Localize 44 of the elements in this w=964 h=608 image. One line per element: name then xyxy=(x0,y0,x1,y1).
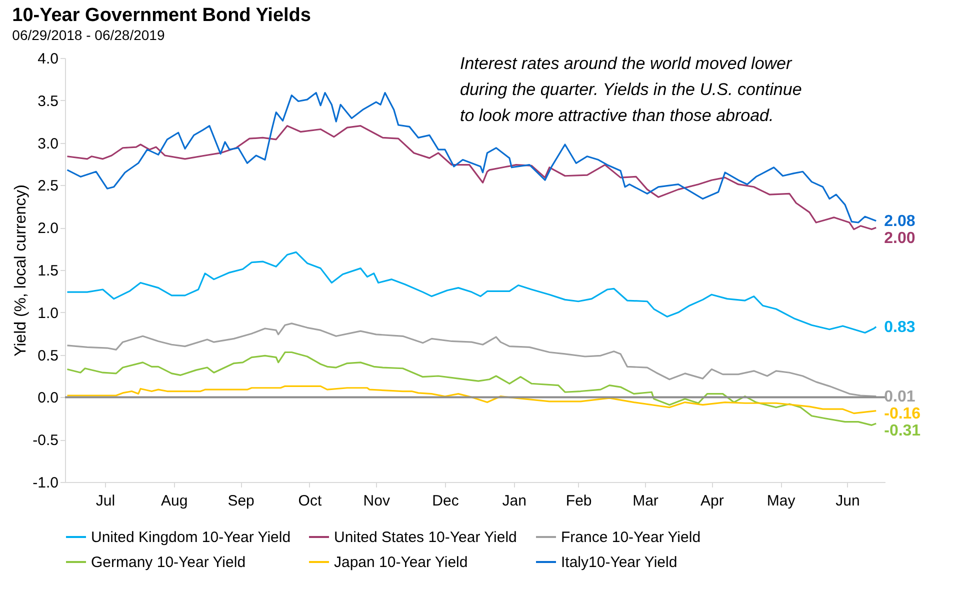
annotation: -0.31 xyxy=(884,422,921,440)
legend-label: Japan 10-Year Yield xyxy=(334,554,468,571)
y-tick-label: 0.0 xyxy=(38,390,58,407)
annotation: 0.01 xyxy=(884,388,916,406)
x-tick-label: Aug xyxy=(161,492,188,510)
x-tick-label: Apr xyxy=(700,492,724,510)
y-tick-label: 2.5 xyxy=(38,178,58,195)
legend-label: Italy10-Year Yield xyxy=(561,554,678,571)
x-tick-label: Jan xyxy=(502,492,526,510)
y-tick-label: -0.5 xyxy=(32,432,58,450)
y-tick-label: 4.0 xyxy=(38,50,58,68)
y-tick-label: 0.5 xyxy=(38,347,58,364)
y-tick-label: 1.0 xyxy=(38,304,58,322)
y-axis-title: Yield (%, local currency) xyxy=(12,184,30,356)
line-series xyxy=(66,251,877,334)
line-series xyxy=(66,351,877,426)
legend-label: United Kingdom 10-Year Yield xyxy=(91,529,291,546)
x-tick-label: Feb xyxy=(566,492,592,510)
y-tick-label: -1.0 xyxy=(32,474,58,492)
y-tick-label: 1.5 xyxy=(38,262,58,280)
annotation: Interest rates around the world moved lower during the quarter. Yields in the U.S. continue to look more attractive than those abroad. xyxy=(460,54,802,125)
chart-title: 10-Year Government Bond Yields xyxy=(12,5,311,26)
x-tick-label: Jul xyxy=(96,492,116,510)
line-series xyxy=(66,322,877,398)
x-tick-label: Jun xyxy=(836,492,860,510)
x-tick-label: May xyxy=(766,492,796,510)
x-tick-label: Mar xyxy=(632,492,658,510)
annotation: 2.08 xyxy=(884,212,916,230)
line-series xyxy=(66,385,877,414)
legend-label: France 10-Year Yield xyxy=(561,529,701,546)
line-series xyxy=(66,125,877,230)
x-tick-label: Sep xyxy=(228,492,254,510)
y-tick-label: 3.5 xyxy=(38,92,58,110)
y-tick-label: 2.0 xyxy=(38,220,58,238)
annotation: -0.16 xyxy=(884,405,921,422)
annotation: 2.00 xyxy=(884,230,916,247)
x-tick-label: Oct xyxy=(298,492,322,510)
x-tick-label: Nov xyxy=(363,492,390,510)
y-tick-label: 3.0 xyxy=(38,135,58,152)
chart-subtitle: 06/29/2018 - 06/28/2019 xyxy=(12,27,165,43)
x-tick-label: Dec xyxy=(432,492,460,510)
legend-label: United States 10-Year Yield xyxy=(334,529,517,546)
annotation: 0.83 xyxy=(884,318,916,336)
legend-label: Germany 10-Year Yield xyxy=(91,554,246,571)
